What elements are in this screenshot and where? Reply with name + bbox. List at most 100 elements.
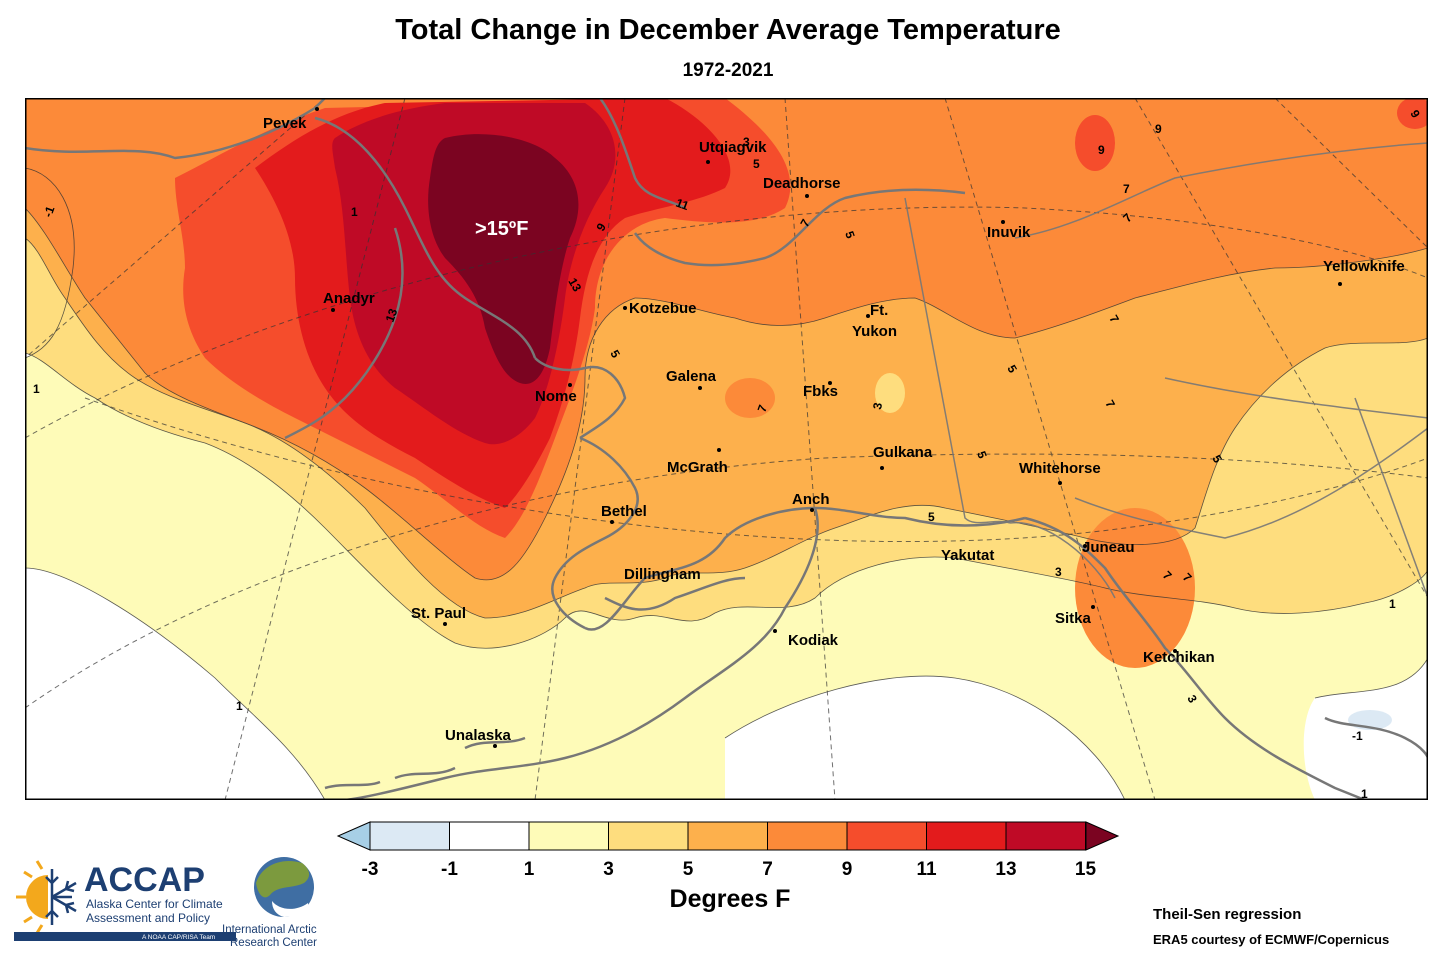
- iarc-logo: International Arctic Research Center: [222, 855, 342, 950]
- patch-9b: [1397, 98, 1428, 129]
- globe-icon: [254, 857, 314, 917]
- patch-9: [1075, 115, 1115, 171]
- legend-bin: [1005, 821, 1086, 851]
- legend-bin: [687, 821, 768, 851]
- city-yakutat: Yakutat: [941, 547, 994, 564]
- svg-text:9: 9: [1098, 143, 1105, 157]
- iarc-line2: Research Center: [230, 937, 317, 949]
- accap-line1: Alaska Center for Climate: [86, 897, 223, 911]
- iarc-line1: International Arctic: [222, 924, 317, 936]
- legend-ticks: -3 -1 1 3 5 7 9 11 13 15: [362, 859, 1097, 880]
- city-pevek: Pevek: [263, 115, 307, 132]
- city-gulkana: Gulkana: [873, 444, 933, 461]
- legend-bin: [926, 821, 1007, 851]
- svg-text:1: 1: [351, 205, 358, 219]
- city-sitka: Sitka: [1055, 610, 1092, 627]
- legend-tick: 1: [524, 859, 535, 880]
- legend-tick: 13: [995, 859, 1016, 880]
- accap-logo: ACCAP Alaska Center for Climate Assessme…: [10, 855, 242, 945]
- city-kotzebue: Kotzebue: [629, 300, 697, 317]
- city-kodiak: Kodiak: [788, 632, 839, 649]
- legend-tick: 15: [1075, 859, 1097, 880]
- city-yellowknife: Yellowknife: [1323, 258, 1405, 275]
- accap-tag-bar: [14, 932, 236, 941]
- city-inuvik: Inuvik: [987, 224, 1031, 241]
- svg-text:1: 1: [236, 699, 243, 713]
- legend-tick: 11: [916, 859, 937, 880]
- svg-text:13: 13: [565, 276, 584, 295]
- svg-text:7: 7: [755, 403, 771, 414]
- coastlines: [25, 98, 1428, 800]
- city-st-paul: St. Paul: [411, 605, 466, 622]
- legend-under-arrow: [336, 821, 371, 851]
- legend-bin: [767, 821, 848, 851]
- map-title: Total Change in December Average Tempera…: [395, 14, 1061, 46]
- graticule: [25, 98, 1428, 800]
- city-anch: Anch: [792, 491, 830, 508]
- legend-bin: [528, 821, 609, 851]
- city-ft: Ft.: [870, 302, 888, 319]
- patch-3: [875, 373, 905, 413]
- city-unalaska: Unalaska: [445, 727, 512, 744]
- city-anadyr: Anadyr: [323, 290, 375, 307]
- contour-lines: [25, 167, 1428, 800]
- legend-tick: -3: [362, 859, 379, 880]
- map-border: [25, 98, 1428, 800]
- svg-text:5: 5: [842, 229, 858, 240]
- legend-bin: [449, 821, 530, 851]
- svg-text:3: 3: [743, 135, 750, 149]
- band-over-15: [428, 134, 579, 384]
- legend-units: Degrees F: [670, 885, 791, 913]
- city-ketchikan: Ketchikan: [1143, 649, 1215, 666]
- legend-bin: [846, 821, 927, 851]
- accap-tag: A NOAA CAP/RISA Team: [142, 934, 215, 941]
- svg-text:1: 1: [1389, 597, 1396, 611]
- city-deadhorse: Deadhorse: [763, 175, 841, 192]
- peak-warming-label: >15ºF: [475, 218, 528, 240]
- legend-tick: 9: [842, 859, 853, 880]
- city-fbks: Fbks: [803, 383, 838, 400]
- city-juneau: Juneau: [1082, 539, 1135, 556]
- map-subtitle: 1972-2021: [682, 60, 774, 81]
- svg-text:3: 3: [1055, 565, 1062, 579]
- accap-line2: Assessment and Policy: [86, 911, 210, 925]
- legend-over-arrow: [1085, 821, 1120, 851]
- city-yukon: Yukon: [852, 323, 897, 340]
- accap-name: ACCAP: [84, 861, 205, 899]
- svg-text:-1: -1: [1352, 729, 1363, 743]
- legend-tick: 7: [762, 859, 773, 880]
- svg-text:-1: -1: [41, 204, 58, 219]
- city-bethel: Bethel: [601, 503, 647, 520]
- svg-text:5: 5: [974, 449, 990, 460]
- city-markers: [315, 107, 1342, 748]
- legend-tick: -1: [441, 859, 458, 880]
- city-mcgrath: McGrath: [667, 459, 728, 476]
- svg-text:9: 9: [1155, 122, 1162, 136]
- legend-tick: 5: [683, 859, 694, 880]
- city-nome: Nome: [535, 388, 577, 405]
- svg-text:1: 1: [1361, 787, 1368, 800]
- city-galena: Galena: [666, 368, 717, 385]
- city-whitehorse: Whitehorse: [1019, 460, 1101, 477]
- city-labels: Pevek Utqiagvik Deadhorse Inuvik Yellowk…: [263, 115, 1405, 744]
- svg-text:7: 7: [1123, 182, 1130, 196]
- legend-bin: [608, 821, 689, 851]
- method-credit: Theil-Sen regression: [1153, 906, 1302, 923]
- svg-text:1: 1: [33, 382, 40, 396]
- svg-text:13: 13: [383, 306, 401, 324]
- city-utqiagvik: Utqiagvik: [699, 139, 767, 156]
- legend-bin: [369, 821, 450, 851]
- svg-text:5: 5: [753, 157, 760, 171]
- city-dillingham: Dillingham: [624, 566, 701, 583]
- temperature-change-map: Pevek Utqiagvik Deadhorse Inuvik Yellowk…: [25, 98, 1428, 800]
- legend-color-bins: [369, 821, 1086, 851]
- svg-text:5: 5: [928, 510, 935, 524]
- legend-tick: 3: [603, 859, 614, 880]
- patch-se-7: [1075, 508, 1195, 668]
- svg-text:11: 11: [674, 196, 691, 214]
- sun-snowflake-icon: [16, 860, 77, 934]
- borders: [904, 142, 1428, 599]
- data-source-credit: ERA5 courtesy of ECMWF/Copernicus: [1153, 932, 1390, 947]
- patch-7: [725, 378, 775, 418]
- svg-text:3: 3: [870, 401, 885, 410]
